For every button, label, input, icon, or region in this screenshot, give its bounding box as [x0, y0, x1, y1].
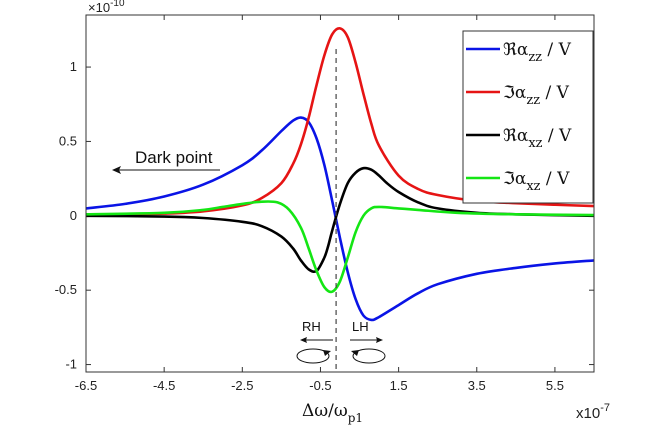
series-layer [85, 27, 595, 322]
x-tick-label: -2.5 [231, 378, 253, 393]
y-tick-label: 1 [70, 59, 77, 74]
y-exponent-power: -10 [110, 0, 125, 9]
legend-label: ℜαxz / V [503, 126, 572, 151]
legend-label: ℑαzz / V [503, 83, 570, 108]
y-tick-label: -0.5 [55, 282, 77, 297]
x-exponent-power: -7 [600, 402, 610, 414]
series-im-alpha-xz [85, 200, 595, 294]
y-exponent-base: ×10 [88, 0, 110, 15]
series-re-alpha-xz [85, 166, 595, 274]
x-tick-label: -6.5 [75, 378, 97, 393]
x-axis-label: Δω/ωp1 [302, 401, 363, 425]
x-exponent-base: x10 [576, 405, 600, 422]
plot-frame [85, 14, 595, 373]
x-exponent: x10-7 [576, 402, 610, 422]
x-tick-label: 3.5 [468, 378, 486, 393]
legend-label: ℜαzz / V [503, 40, 572, 65]
x-axis-ticks: -6.5 -4.5 -2.5 -0.5 1.5 3.5 5.5 [75, 15, 564, 393]
x-axis-label-main: Δω/ω [302, 401, 348, 421]
y-tick-label: 0 [70, 208, 77, 223]
x-tick-label: -4.5 [153, 378, 175, 393]
x-tick-label: 5.5 [546, 378, 564, 393]
legend-label: ℑαxz / V [503, 169, 570, 194]
y-tick-label: 0.5 [59, 133, 77, 148]
rh-arrow-icon [296, 337, 333, 364]
rh-label: RH [302, 319, 321, 334]
dark-point-arrow-head [112, 166, 121, 174]
x-tick-label: -0.5 [309, 378, 331, 393]
y-tick-label: -1 [65, 357, 77, 372]
dark-point-label: Dark point [135, 148, 213, 167]
y-exponent: ×10-10 [88, 0, 125, 15]
lh-label: LH [352, 319, 369, 334]
legend-box [462, 30, 594, 204]
legend: ℜαzz / V ℑαzz / V ℜαxz / V ℑαxz / V [462, 30, 594, 204]
lh-arrow-icon [350, 337, 386, 364]
x-tick-label: 1.5 [390, 378, 408, 393]
x-axis-label-sub: p1 [348, 411, 363, 425]
